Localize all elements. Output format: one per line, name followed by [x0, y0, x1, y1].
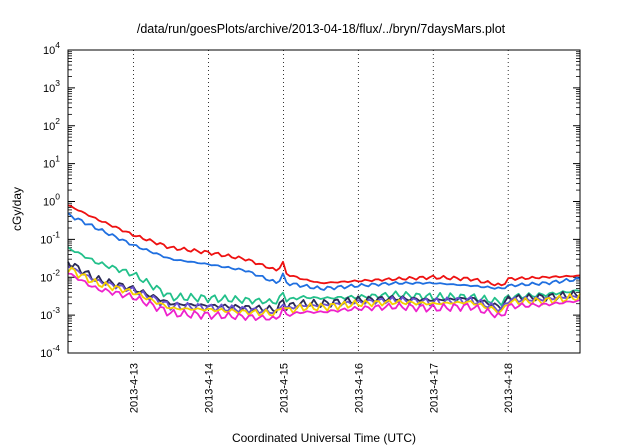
- y-tick-label: 10-4: [40, 343, 60, 360]
- x-tick-label: 2013-4-13: [129, 363, 141, 413]
- x-axis-label: Coordinated Universal Time (UTC): [232, 431, 416, 445]
- x-tick-label: 2013-4-18: [503, 363, 515, 413]
- y-tick-label: 103: [43, 78, 60, 95]
- series-line: [67, 204, 581, 287]
- y-tick-label: 10-2: [40, 267, 60, 284]
- y-tick-label: 104: [43, 40, 60, 57]
- series-line: [67, 261, 581, 314]
- y-tick-label: 102: [43, 116, 60, 133]
- chart-title: /data/run/goesPlots/archive/2013-04-18/f…: [137, 22, 506, 36]
- x-tick-label: 2013-4-16: [353, 363, 365, 413]
- series-line: [67, 266, 581, 317]
- x-axis: 2013-4-13 2013-4-14 2013-4-15 2013-4-16 2013…: [129, 50, 515, 413]
- y-axis: 10-4 10-3 10-2 10-1 100 101 102 103 104: [40, 40, 580, 360]
- series-line: [67, 272, 581, 322]
- y-tick-label: 10-3: [40, 305, 60, 322]
- series-line: [67, 212, 581, 291]
- y-tick-label: 101: [43, 154, 60, 171]
- series-line: [67, 265, 581, 315]
- series-line: [67, 246, 581, 307]
- plot-frame: [67, 49, 581, 354]
- y-axis-label: cGy/day: [10, 187, 24, 231]
- x-tick-label: 2013-4-17: [428, 363, 440, 413]
- series-layer: [67, 204, 581, 322]
- y-tick-label: 100: [43, 192, 60, 209]
- y-tick-label: 10-1: [40, 229, 60, 246]
- x-tick-label: 2013-4-14: [203, 363, 215, 413]
- x-tick-label: 2013-4-15: [278, 363, 290, 413]
